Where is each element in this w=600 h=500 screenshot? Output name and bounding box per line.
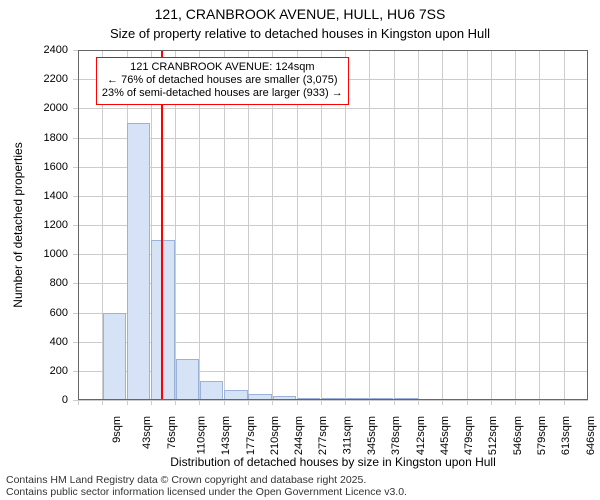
xtick-label: 210sqm [269,416,281,455]
gridline-v [515,50,516,405]
ytick-label: 400 [0,336,68,348]
gridline-v [442,50,443,405]
histogram-bar [127,123,150,400]
histogram-bar [103,313,126,401]
gridline-v [467,50,468,405]
histogram-bar [151,240,174,400]
xtick-label: 613sqm [560,416,572,455]
ytick-label: 800 [0,277,68,289]
xtick-label: 244sqm [293,416,305,455]
ytick-label: 200 [0,365,68,377]
chart-subtitle: Size of property relative to detached ho… [0,26,600,44]
xtick-label: 277sqm [318,416,330,455]
gridline-v [394,50,395,405]
ytick-label: 1200 [0,219,68,231]
footer-text: Contains HM Land Registry data © Crown c… [0,474,407,498]
footer-line-2: Contains public sector information licen… [6,486,407,498]
xtick-label: 646sqm [585,416,597,455]
ytick-label: 2000 [0,102,68,114]
histogram-bar [346,398,369,400]
xtick-label: 345sqm [366,416,378,455]
ytick-label: 600 [0,307,68,319]
gridline-v [369,50,370,405]
ytick-label: 2400 [0,44,68,56]
gridline-v [564,50,565,405]
ytick-label: 1800 [0,132,68,144]
ytick-label: 2200 [0,73,68,85]
ytick-label: 1400 [0,190,68,202]
ytick-label: 1000 [0,248,68,260]
gridline-v [491,50,492,405]
ytick-label: 1600 [0,161,68,173]
histogram-bar [176,359,199,400]
gridline-v [418,50,419,405]
histogram-bar [248,394,271,400]
chart-root: 121, CRANBROOK AVENUE, HULL, HU6 7SS Siz… [0,0,600,500]
xtick-label: 43sqm [141,416,153,449]
annotation-box: 121 CRANBROOK AVENUE: 124sqm← 76% of det… [96,57,349,105]
xtick-label: 412sqm [415,416,427,455]
xtick-label: 9sqm [111,416,123,443]
xtick-label: 445sqm [439,416,451,455]
xtick-label: 378sqm [390,416,402,455]
histogram-bar [297,398,320,400]
xtick-label: 546sqm [512,416,524,455]
gridline-v [539,50,540,405]
histogram-bar [200,381,223,400]
ytick-label: 0 [0,394,68,406]
xtick-label: 76sqm [166,416,178,449]
footer-line-1: Contains HM Land Registry data © Crown c… [6,474,407,486]
xtick-label: 311sqm [341,416,353,454]
x-axis-label: Distribution of detached houses by size … [170,455,496,469]
histogram-bar [224,390,247,400]
xtick-label: 479sqm [463,416,475,455]
annotation-line: ← 76% of detached houses are smaller (3,… [102,74,343,87]
histogram-bar [394,398,417,400]
xtick-label: 110sqm [195,416,207,454]
histogram-bar [370,398,393,400]
chart-title: 121, CRANBROOK AVENUE, HULL, HU6 7SS [0,0,600,26]
histogram-bar [321,398,344,400]
xtick-label: 512sqm [488,416,500,455]
annotation-line: 121 CRANBROOK AVENUE: 124sqm [102,61,343,74]
gridline-v [78,50,79,405]
xtick-label: 143sqm [220,416,232,455]
xtick-label: 177sqm [245,416,257,455]
xtick-label: 579sqm [536,416,548,455]
histogram-bar [273,396,296,400]
annotation-line: 23% of semi-detached houses are larger (… [102,87,343,100]
